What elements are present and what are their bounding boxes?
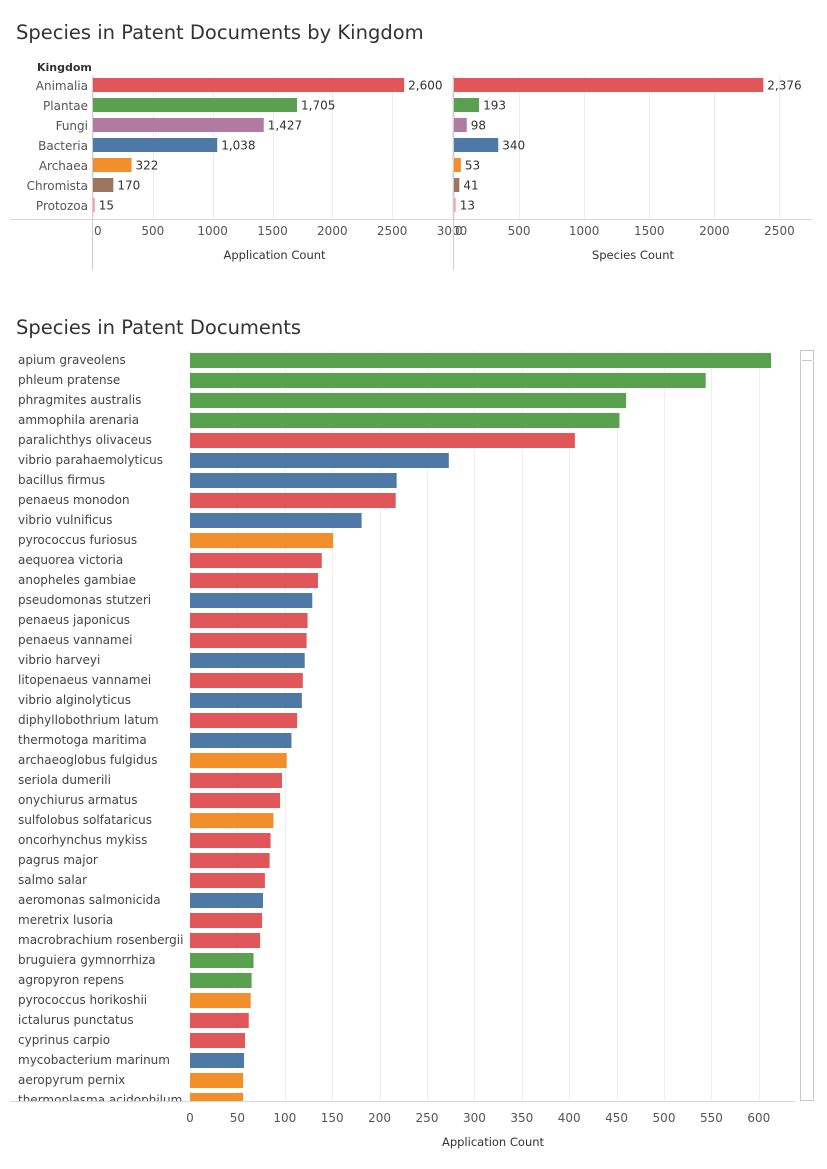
species-label: phleum pratense — [18, 373, 120, 387]
species-label: ammophila arenaria — [18, 413, 139, 427]
bar — [190, 1033, 245, 1048]
bar — [190, 833, 271, 848]
bar — [190, 373, 706, 388]
species-label: cyprinus carpio — [18, 1033, 110, 1047]
x-axis-title: Application Count — [442, 1135, 545, 1149]
bar — [190, 573, 318, 588]
bar — [190, 853, 270, 868]
species-label: thermotoga maritima — [18, 733, 147, 747]
bar — [190, 413, 619, 428]
x-tick-label: 150 — [321, 1111, 344, 1125]
species-label: vibrio alginolyticus — [18, 693, 131, 707]
x-tick-label: 50 — [230, 1111, 245, 1125]
species-label: penaeus vannamei — [18, 633, 132, 647]
species-label: salmo salar — [18, 873, 87, 887]
species-label: bruguiera gymnorrhiza — [18, 953, 156, 967]
species-label: pyrococcus horikoshii — [18, 993, 147, 1007]
x-tick-label: 550 — [700, 1111, 723, 1125]
bar — [190, 873, 265, 888]
species-label: litopenaeus vannamei — [18, 673, 151, 687]
bar — [190, 533, 333, 548]
species-label: anopheles gambiae — [18, 573, 136, 587]
bar — [190, 673, 303, 688]
bar — [190, 453, 449, 468]
species-rows: apium graveolens phleum pratense phragmite… — [18, 353, 771, 1108]
species-label: penaeus monodon — [18, 493, 130, 507]
species-label: diphyllobothrium latum — [18, 713, 159, 727]
bar — [190, 753, 287, 768]
bar — [190, 893, 263, 908]
bar — [190, 733, 291, 748]
bar — [190, 1073, 243, 1088]
bar — [190, 433, 575, 448]
bar — [190, 1093, 243, 1108]
bar — [190, 353, 771, 368]
bar — [190, 1013, 249, 1028]
bar — [190, 1053, 244, 1068]
bar — [190, 513, 362, 528]
species-label: phragmites australis — [18, 393, 141, 407]
x-tick-label: 200 — [368, 1111, 391, 1125]
x-tick-label: 250 — [416, 1111, 439, 1125]
bar — [190, 393, 626, 408]
x-tick-label: 400 — [558, 1111, 581, 1125]
x-tick-label: 100 — [273, 1111, 296, 1125]
species-label: vibrio vulnificus — [18, 513, 112, 527]
bar — [190, 773, 282, 788]
x-tick-label: 600 — [747, 1111, 770, 1125]
bar — [190, 913, 262, 928]
species-list-scrollbar[interactable] — [800, 350, 814, 1101]
species-label: aeromonas salmonicida — [18, 893, 161, 907]
x-tick-label: 350 — [510, 1111, 533, 1125]
bar — [190, 493, 396, 508]
bar — [190, 653, 305, 668]
bar — [190, 993, 251, 1008]
bar — [190, 633, 307, 648]
bar — [190, 693, 302, 708]
bar — [190, 813, 273, 828]
species-label: bacillus firmus — [18, 473, 105, 487]
species-label: ictalurus punctatus — [18, 1013, 134, 1027]
bar — [190, 613, 308, 628]
bar — [190, 973, 252, 988]
species-label: aeropyrum pernix — [18, 1073, 125, 1087]
species-label: vibrio harveyi — [18, 653, 100, 667]
species-label: pyrococcus furiosus — [18, 533, 137, 547]
bar — [190, 473, 397, 488]
species-label: oncorhynchus mykiss — [18, 833, 147, 847]
bar — [190, 793, 280, 808]
species-label: onychiurus armatus — [18, 793, 137, 807]
species-label: mycobacterium marinum — [18, 1053, 170, 1067]
scrollbar-thumb[interactable] — [802, 352, 812, 361]
x-tick-label: 500 — [653, 1111, 676, 1125]
x-tick-label: 450 — [605, 1111, 628, 1125]
species-label: agropyron repens — [18, 973, 124, 987]
species-label: aequorea victoria — [18, 553, 123, 567]
x-tick-label: 0 — [186, 1111, 194, 1125]
bar — [190, 593, 312, 608]
species-label: sulfolobus solfataricus — [18, 813, 152, 827]
species-label: archaeoglobus fulgidus — [18, 753, 157, 767]
species-label: penaeus japonicus — [18, 613, 130, 627]
bar — [190, 953, 254, 968]
species-label: apium graveolens — [18, 353, 126, 367]
species-label: thermoplasma acidophilum — [18, 1093, 182, 1107]
species-label: meretrix lusoria — [18, 913, 113, 927]
bar — [190, 933, 260, 948]
bar — [190, 553, 322, 568]
species-label: seriola dumerili — [18, 773, 111, 787]
species-label: pagrus major — [18, 853, 98, 867]
species-label: macrobrachium rosenbergii — [18, 933, 183, 947]
species-label: pseudomonas stutzeri — [18, 593, 151, 607]
bar — [190, 713, 297, 728]
x-tick-label: 300 — [463, 1111, 486, 1125]
species-label: vibrio parahaemolyticus — [18, 453, 163, 467]
species-label: paralichthys olivaceus — [18, 433, 152, 447]
